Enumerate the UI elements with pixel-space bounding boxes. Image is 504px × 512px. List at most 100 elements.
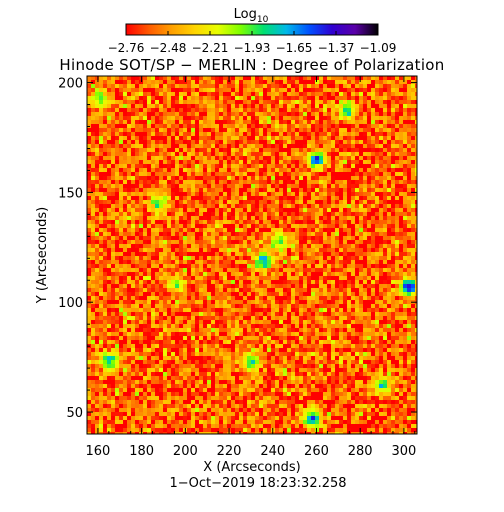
heatmap-cell: [175, 160, 179, 164]
heatmap-cell: [103, 272, 107, 276]
heatmap-cell: [239, 216, 243, 220]
heatmap-cell: [399, 232, 403, 236]
heatmap-cell: [251, 252, 255, 256]
heatmap-cell: [403, 260, 407, 264]
heatmap-cell: [135, 76, 139, 80]
heatmap-cell: [251, 272, 255, 276]
heatmap-cell: [391, 208, 395, 212]
heatmap-cell: [119, 132, 123, 136]
heatmap-cell: [87, 116, 91, 120]
heatmap-cell: [267, 296, 271, 300]
heatmap-cell: [147, 180, 151, 184]
heatmap-cell: [335, 184, 339, 188]
heatmap-cell: [383, 144, 387, 148]
heatmap-cell: [139, 112, 143, 116]
heatmap-cell: [107, 168, 111, 172]
heatmap-cell: [143, 204, 147, 208]
heatmap-cell: [115, 248, 119, 252]
heatmap-cell: [271, 136, 275, 140]
heatmap-cell: [87, 280, 91, 284]
heatmap-cell: [339, 96, 343, 100]
heatmap-cell: [103, 96, 107, 100]
heatmap-cell: [151, 100, 155, 104]
heatmap-cell: [415, 232, 417, 236]
heatmap-cell: [299, 300, 303, 304]
heatmap-cell: [215, 244, 219, 248]
heatmap-cell: [283, 232, 287, 236]
heatmap-cell: [255, 124, 259, 128]
heatmap-cell: [347, 188, 351, 192]
heatmap-cell: [383, 256, 387, 260]
heatmap-cell: [147, 192, 151, 196]
heatmap-cell: [383, 284, 387, 288]
heatmap-cell: [359, 292, 363, 296]
heatmap-cell: [259, 248, 263, 252]
heatmap-cell: [123, 236, 127, 240]
heatmap-cell: [355, 224, 359, 228]
heatmap-cell: [99, 308, 103, 312]
heatmap-cell: [167, 116, 171, 120]
heatmap-cell: [327, 156, 331, 160]
heatmap-cell: [363, 132, 367, 136]
heatmap-cell: [355, 148, 359, 152]
heatmap-cell: [415, 240, 417, 244]
heatmap-cell: [231, 184, 235, 188]
heatmap-cell: [327, 88, 331, 92]
heatmap-cell: [411, 176, 415, 180]
heatmap-cell: [215, 228, 219, 232]
heatmap-cell: [195, 268, 199, 272]
heatmap-cell: [115, 80, 119, 84]
heatmap-cell: [283, 160, 287, 164]
heatmap-cell: [355, 188, 359, 192]
heatmap-cell: [203, 76, 207, 80]
heatmap-cell: [207, 164, 211, 168]
heatmap-cell: [339, 172, 343, 176]
heatmap-cell: [123, 88, 127, 92]
heatmap-cell: [259, 260, 263, 264]
heatmap-cell: [195, 120, 199, 124]
heatmap-cell: [111, 84, 115, 88]
heatmap-cell: [343, 196, 347, 200]
heatmap-cell: [155, 176, 159, 180]
heatmap-cell: [223, 308, 227, 312]
heatmap-cell: [135, 200, 139, 204]
heatmap-cell: [171, 96, 175, 100]
heatmap-cell: [227, 192, 231, 196]
heatmap-cell: [259, 168, 263, 172]
heatmap-cell: [147, 216, 151, 220]
heatmap-cell: [115, 96, 119, 100]
heatmap-cell: [311, 176, 315, 180]
heatmap-cell: [167, 260, 171, 264]
heatmap-cell: [379, 176, 383, 180]
heatmap-cell: [255, 252, 259, 256]
heatmap-cell: [359, 284, 363, 288]
heatmap-cell: [155, 80, 159, 84]
heatmap-cell: [115, 172, 119, 176]
heatmap-cell: [415, 180, 417, 184]
heatmap-cell: [119, 296, 123, 300]
heatmap-cell: [315, 296, 319, 300]
heatmap-cell: [267, 164, 271, 168]
heatmap-cell: [299, 236, 303, 240]
heatmap-cell: [191, 108, 195, 112]
heatmap-cell: [247, 232, 251, 236]
heatmap-cell: [323, 92, 327, 96]
heatmap-cell: [243, 100, 247, 104]
heatmap-cell: [115, 228, 119, 232]
heatmap-cell: [331, 220, 335, 224]
heatmap-cell: [267, 104, 271, 108]
heatmap-cell: [163, 272, 167, 276]
heatmap-cell: [131, 116, 135, 120]
heatmap-cell: [163, 220, 167, 224]
heatmap-cell: [383, 152, 387, 156]
heatmap-cell: [403, 276, 407, 280]
heatmap-cell: [371, 100, 375, 104]
heatmap-cell: [411, 152, 415, 156]
heatmap-cell: [391, 104, 395, 108]
heatmap-cell: [287, 244, 291, 248]
heatmap-cell: [339, 192, 343, 196]
heatmap-cell: [247, 244, 251, 248]
heatmap-cell: [227, 240, 231, 244]
heatmap-cell: [335, 276, 339, 280]
heatmap-cell: [175, 208, 179, 212]
